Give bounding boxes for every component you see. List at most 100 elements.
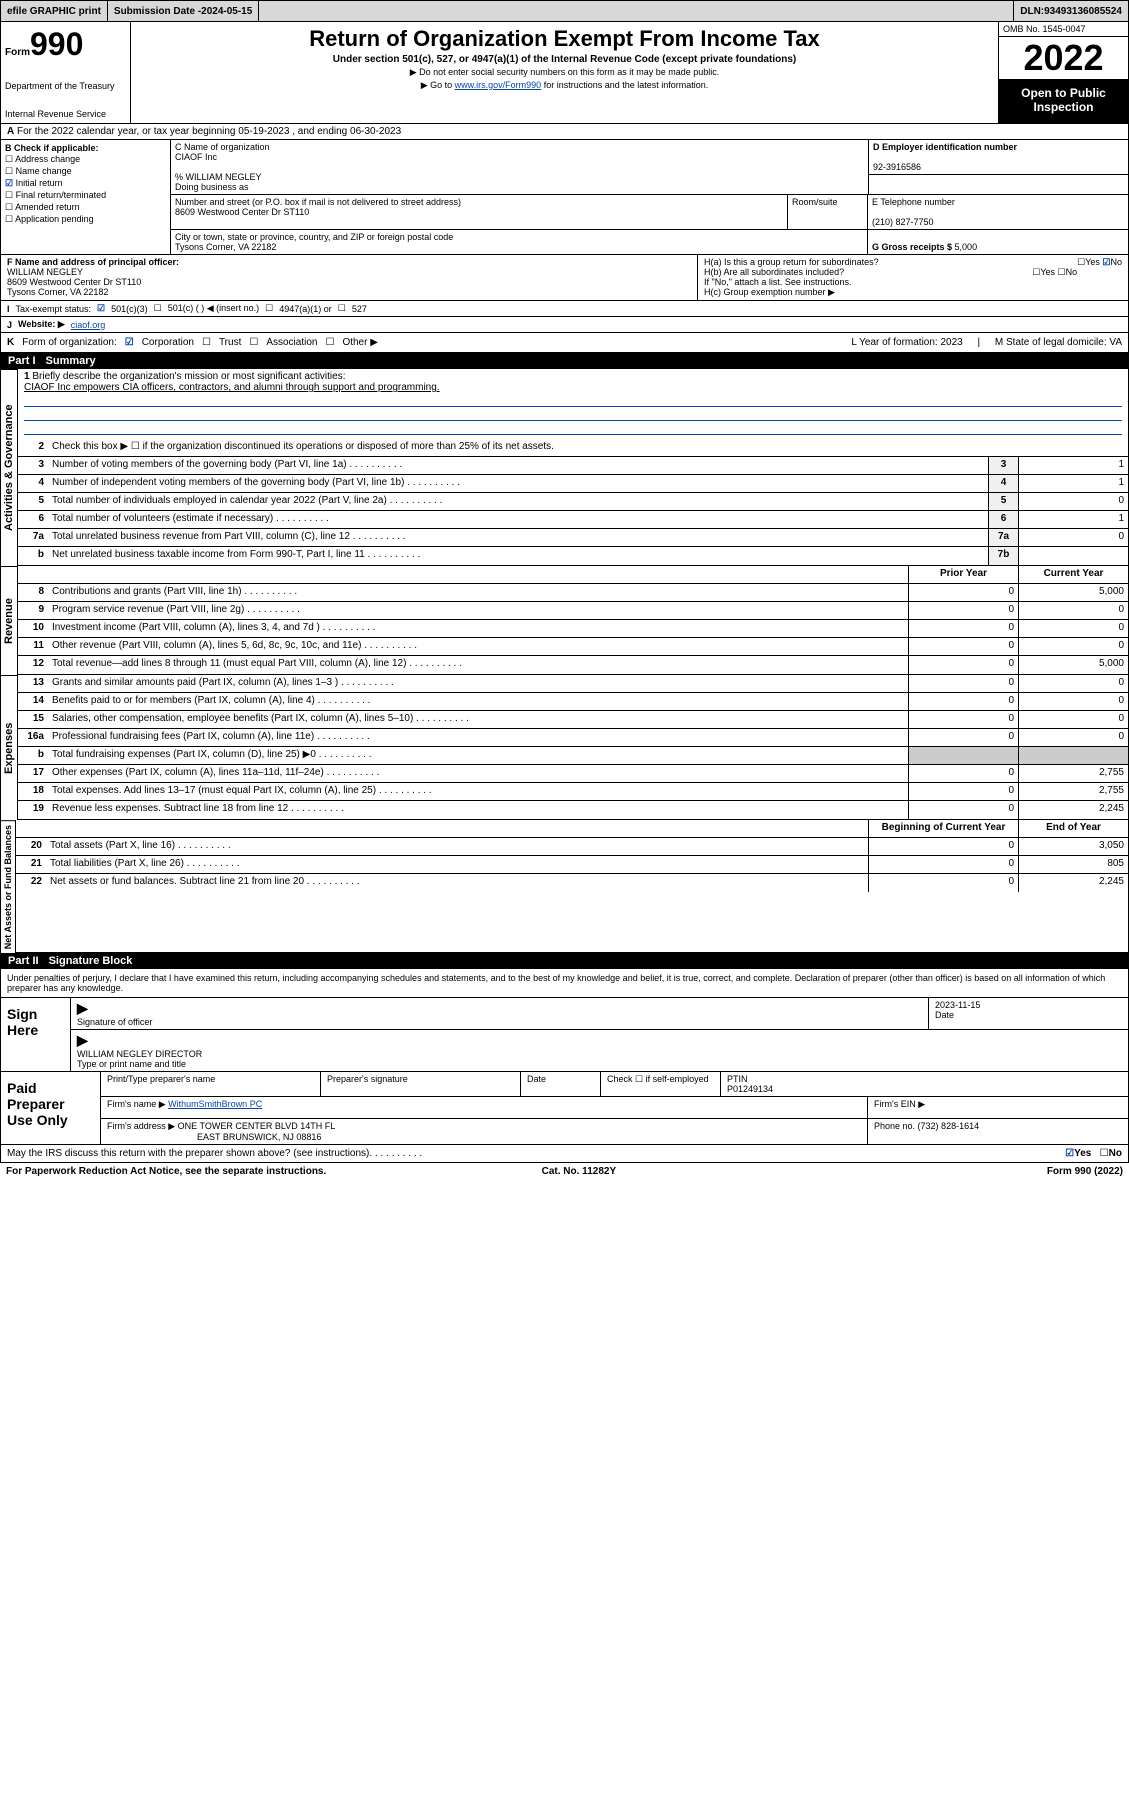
form-word: Form: [5, 47, 30, 58]
line-19: 19Revenue less expenses. Subtract line 1…: [18, 801, 1128, 819]
paid-label: Paid Preparer Use Only: [1, 1072, 101, 1144]
self-emp-check[interactable]: Check ☐ if self-employed: [601, 1072, 721, 1096]
line-5: 5Total number of individuals employed in…: [18, 493, 1128, 511]
officer-addr1: 8609 Westwood Center Dr ST110: [7, 277, 141, 287]
checkbox-amended-return[interactable]: ☐ Amended return: [5, 202, 166, 213]
line-11: 11Other revenue (Part VIII, column (A), …: [18, 638, 1128, 656]
part-ii-bar: Part IISignature Block: [0, 953, 1129, 969]
line-17: 17Other expenses (Part IX, column (A), l…: [18, 765, 1128, 783]
footer-notice: For Paperwork Reduction Act Notice, see …: [0, 1163, 1129, 1180]
omb-number: OMB No. 1545-0047: [999, 22, 1128, 37]
form-note-ssn: ▶ Do not enter social security numbers o…: [135, 67, 994, 78]
row-a-tax-year: A For the 2022 calendar year, or tax yea…: [0, 124, 1129, 140]
checkbox-final-return-terminated[interactable]: ☐ Final return/terminated: [5, 190, 166, 201]
form-title: Return of Organization Exempt From Incom…: [135, 26, 994, 52]
form-subtitle: Under section 501(c), 527, or 4947(a)(1)…: [135, 54, 994, 65]
checkbox-icon[interactable]: ☑: [1065, 1148, 1074, 1159]
line-10: 10Investment income (Part VIII, column (…: [18, 620, 1128, 638]
city-value: Tysons Corner, VA 22182: [175, 242, 276, 252]
irs-link[interactable]: www.irs.gov/Form990: [455, 80, 542, 90]
ptin: PTINP01249134: [721, 1072, 1128, 1096]
part-i-bar: Part ISummary: [0, 353, 1129, 369]
gross-receipts-value: 5,000: [955, 242, 978, 252]
street-value: 8609 Westwood Center Dr ST110: [175, 207, 309, 217]
line-15: 15Salaries, other compensation, employee…: [18, 711, 1128, 729]
form-version: Form 990 (2022): [1047, 1166, 1123, 1177]
checkbox-icon[interactable]: ☑: [125, 337, 134, 348]
sign-here-label: Sign Here: [1, 998, 71, 1071]
form-number: 990: [30, 26, 83, 62]
h-a-label: H(a) Is this a group return for subordin…: [704, 257, 879, 267]
h-b-label: H(b) Are all subordinates included?: [704, 267, 844, 277]
ein-label: D Employer identification number: [873, 142, 1017, 152]
toolbar-spacer: [259, 1, 1014, 21]
prep-name-label: Print/Type preparer's name: [101, 1072, 321, 1096]
signature-block: Under penalties of perjury, I declare th…: [0, 969, 1129, 1072]
row-i: ITax-exempt status: ☑501(c)(3) ☐501(c) (…: [0, 301, 1129, 317]
tax-year: 2022: [999, 37, 1128, 80]
net-col-header: Beginning of Current Year End of Year: [16, 820, 1128, 838]
legal-domicile: M State of legal domicile: VA: [995, 337, 1122, 348]
firm-link[interactable]: WithumSmithBrown PC: [168, 1099, 262, 1109]
phone-value: (210) 827-7750: [872, 217, 934, 227]
form-title-block: Return of Organization Exempt From Incom…: [131, 22, 998, 123]
vtab-net: Net Assets or Fund Balances: [0, 820, 16, 953]
vtab-governance: Activities & Governance: [0, 369, 18, 566]
officer-addr2: Tysons Corner, VA 22182: [7, 287, 108, 297]
checkbox-application-pending[interactable]: ☐ Application pending: [5, 214, 166, 225]
prep-date-label: Date: [521, 1072, 601, 1096]
box-b: B Check if applicable: ☐ Address change☐…: [1, 140, 171, 254]
org-name-label: C Name of organization: [175, 142, 270, 152]
sig-officer[interactable]: ▶Signature of officer: [71, 998, 928, 1029]
line-2: 2Check this box ▶ ☐ if the organization …: [18, 439, 1128, 457]
firm-ein: Firm's EIN ▶: [868, 1097, 1128, 1118]
section-revenue: Revenue Prior Year Current Year 8Contrib…: [0, 566, 1129, 675]
phone-label: E Telephone number: [872, 197, 955, 207]
row-k: KForm of organization: ☑Corporation ☐Tru…: [0, 333, 1129, 353]
submission-date: Submission Date - 2024-05-15: [108, 1, 259, 21]
row-j: JWebsite: ▶ciaof.org: [0, 317, 1129, 333]
firm-phone: Phone no. (732) 828-1614: [868, 1119, 1128, 1144]
form-year-block: OMB No. 1545-0047 2022 Open to Public In…: [998, 22, 1128, 123]
room-label: Room/suite: [792, 197, 838, 207]
open-to-public: Open to Public Inspection: [999, 80, 1128, 123]
checkbox-name-change[interactable]: ☐ Name change: [5, 166, 166, 177]
line-18: 18Total expenses. Add lines 13–17 (must …: [18, 783, 1128, 801]
irs-label: Internal Revenue Service: [5, 109, 126, 119]
checkbox-icon[interactable]: ☑: [97, 303, 105, 314]
mission-block: 1 Briefly describe the organization's mi…: [18, 369, 1128, 439]
checkbox-address-change[interactable]: ☐ Address change: [5, 154, 166, 165]
checkbox-initial-return[interactable]: ☑ Initial return: [5, 178, 166, 189]
sig-date: 2023-11-15Date: [928, 998, 1128, 1029]
website-link[interactable]: ciaof.org: [71, 320, 106, 330]
paid-preparer: Paid Preparer Use Only Print/Type prepar…: [0, 1072, 1129, 1145]
vtab-expenses: Expenses: [0, 675, 18, 820]
box-c: C Name of organizationCIAOF Inc% WILLIAM…: [171, 140, 1128, 254]
line-22: 22Net assets or fund balances. Subtract …: [16, 874, 1128, 892]
street-label: Number and street (or P.O. box if mail i…: [175, 197, 461, 207]
line-7a: 7aTotal unrelated business revenue from …: [18, 529, 1128, 547]
line-12: 12Total revenue—add lines 8 through 11 (…: [18, 656, 1128, 674]
section-net-assets: Net Assets or Fund Balances Beginning of…: [0, 820, 1129, 953]
top-toolbar: efile GRAPHIC print Submission Date - 20…: [0, 0, 1129, 22]
dln: DLN: 93493136085524: [1014, 1, 1128, 21]
city-label: City or town, state or province, country…: [175, 232, 453, 242]
line-6: 6Total number of volunteers (estimate if…: [18, 511, 1128, 529]
h-c-label: H(c) Group exemption number ▶: [704, 287, 1122, 298]
box-f: F Name and address of principal officer:…: [1, 255, 698, 300]
form-note-link: ▶ Go to www.irs.gov/Form990 for instruct…: [135, 80, 994, 91]
line-16a: 16aProfessional fundraising fees (Part I…: [18, 729, 1128, 747]
section-governance: Activities & Governance 1 Briefly descri…: [0, 369, 1129, 566]
officer-name: WILLIAM NEGLEY: [7, 267, 83, 277]
box-b-label: B Check if applicable:: [5, 143, 99, 153]
form-id-block: Form990 Department of the Treasury Inter…: [1, 22, 131, 123]
efile-print-button[interactable]: efile GRAPHIC print: [1, 1, 108, 21]
line-14: 14Benefits paid to or for members (Part …: [18, 693, 1128, 711]
sig-declaration: Under penalties of perjury, I declare th…: [1, 969, 1128, 997]
dba-label: Doing business as: [175, 182, 249, 192]
dept-treasury: Department of the Treasury: [5, 81, 126, 91]
line-b: bNet unrelated business taxable income f…: [18, 547, 1128, 565]
two-col-header: Prior Year Current Year: [18, 566, 1128, 584]
ein-value: 92-3916586: [873, 162, 921, 172]
sig-name: ▶WILLIAM NEGLEY DIRECTORType or print na…: [71, 1030, 1128, 1071]
